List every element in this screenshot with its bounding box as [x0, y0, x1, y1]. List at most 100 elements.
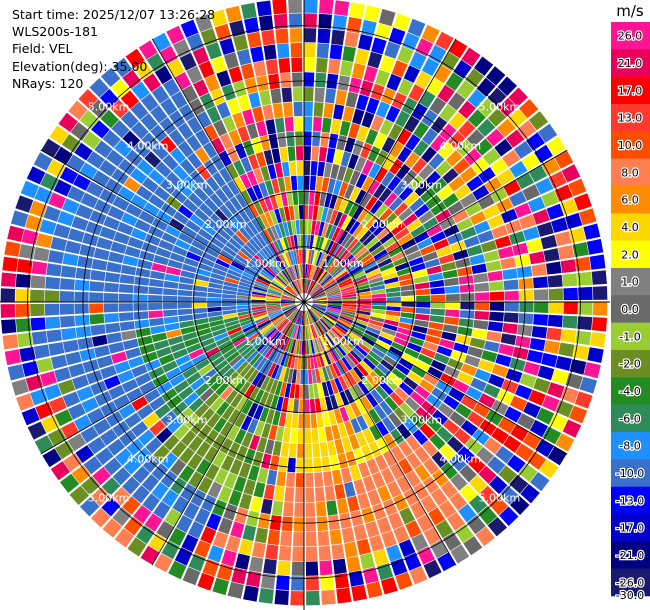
ray-cell [278, 335, 287, 349]
ray-cell [334, 324, 347, 335]
nrays-text: NRays: 120 [12, 75, 84, 91]
ray-cell [89, 314, 105, 325]
ray-cell [186, 134, 202, 152]
ray-cell [66, 154, 86, 173]
ray-cell [119, 274, 135, 285]
ray-cell [499, 485, 519, 505]
ray-cell [263, 44, 277, 60]
ray-cell [307, 280, 315, 294]
ray-cell [242, 524, 257, 542]
ray-cell [294, 265, 299, 280]
ray-cell [460, 166, 477, 183]
ray-cell [370, 284, 385, 291]
ray-cell [504, 290, 519, 301]
ring-label: 2.00km [205, 374, 247, 387]
ray-cell [99, 188, 117, 205]
ray-cell [368, 163, 381, 179]
ray-cell [355, 431, 368, 448]
ray-cell [352, 347, 365, 360]
ray-cell [388, 346, 404, 358]
azimuth-spokes [0, 0, 610, 610]
ray-cell [174, 547, 193, 566]
ray-cell [283, 352, 291, 368]
ray-cell [305, 310, 310, 325]
ray-cell [193, 79, 209, 97]
ray-cell [461, 363, 478, 377]
ray-cell [473, 402, 491, 418]
ray-cell [237, 250, 251, 262]
ray-cell [253, 168, 264, 184]
ray-cell [235, 339, 249, 351]
azimuth-spoke [151, 38, 305, 303]
ray-cell [205, 176, 220, 192]
ray-cell [253, 254, 267, 267]
ray-cell [350, 326, 365, 336]
ray-cell [211, 267, 227, 277]
ray-cell [306, 234, 311, 249]
ray-cell [86, 181, 104, 198]
ray-cell [106, 411, 124, 428]
ray-cell [204, 392, 219, 407]
ray-cell [16, 393, 34, 411]
ray-cell [40, 371, 57, 387]
ray-cell [445, 72, 464, 91]
ray-cell [591, 270, 607, 285]
ray-cell [329, 529, 343, 545]
ray-cell [413, 275, 429, 284]
ray-cell [391, 368, 407, 381]
ray-cell [357, 302, 372, 305]
ray-cell [167, 417, 183, 434]
ray-cell [251, 218, 263, 233]
ray-cell [562, 315, 578, 329]
ray-cell [312, 294, 327, 300]
ray-cell [268, 310, 283, 318]
ray-cell [312, 298, 327, 301]
ray-cell [272, 279, 285, 290]
ray-cell [517, 324, 533, 337]
ray-cell [266, 298, 281, 301]
field-text: Field: VEL [12, 41, 73, 57]
ray-cell [467, 515, 486, 535]
ray-cell [238, 208, 251, 224]
ray-cell [180, 270, 196, 279]
ray-cell [304, 87, 314, 102]
ray-cell [273, 333, 283, 347]
ray-cell [278, 207, 287, 223]
ray-cell [359, 230, 372, 244]
ray-cell [318, 367, 326, 383]
ray-cell [215, 382, 229, 396]
ray-cell [453, 158, 470, 175]
ray-cell [455, 524, 474, 543]
ray-cell [172, 165, 189, 181]
ray-cell [357, 295, 372, 299]
ray-cell [464, 148, 482, 166]
ray-cell [308, 340, 313, 355]
ray-cell [311, 324, 318, 338]
ray-cell [194, 208, 209, 223]
ray-cell [324, 192, 333, 208]
ray-cell [542, 395, 560, 412]
ray-cell [349, 368, 361, 383]
ray-cell [134, 219, 151, 233]
ray-cell [343, 167, 354, 184]
ray-cell [270, 283, 284, 292]
ray-cell [386, 73, 402, 91]
ray-cell [294, 325, 300, 340]
ray-cell [342, 306, 357, 310]
ray-cell [183, 392, 199, 407]
ray-cell [169, 373, 186, 387]
ray-cell [466, 175, 484, 192]
ray-cell [83, 456, 103, 475]
ray-cell [199, 92, 215, 110]
ray-cell [36, 357, 54, 373]
ray-cell [498, 343, 515, 357]
colorbar-tick-label: -13.0 [616, 494, 644, 507]
ray-cell [299, 279, 303, 294]
ray-cell [394, 227, 410, 241]
ray-cell [514, 254, 531, 267]
ray-cell [223, 281, 239, 288]
ray-cell [304, 160, 311, 176]
ray-cell [353, 448, 366, 464]
ray-cell [354, 48, 370, 65]
ray-cell [277, 132, 287, 148]
